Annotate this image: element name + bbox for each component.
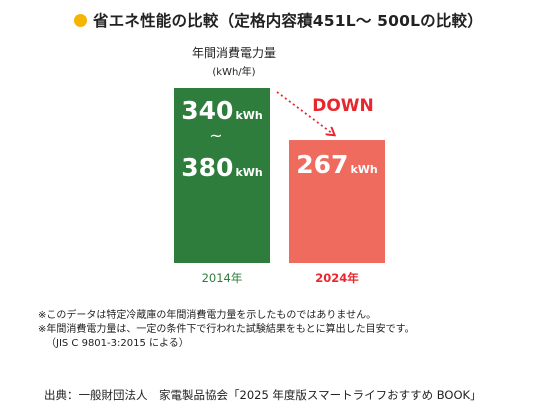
- bar-2014-range-separator: ~: [209, 126, 222, 145]
- y-axis-unit: (kWh/年): [212, 67, 256, 78]
- bar-2024-value-label: 267 kWh: [296, 150, 377, 179]
- note-1: ※このデータは特定冷蔵庫の年間消費電力量を示したものではありません。: [38, 310, 377, 321]
- title-row: 省エネ性能の比較（定格内容積451L～ 500Lの比較）: [74, 9, 483, 31]
- chart-title: 省エネ性能の比較（定格内容積451L～ 500Lの比較）: [93, 12, 483, 30]
- x-tick-label-1: 2024年: [315, 271, 359, 285]
- down-arrow: [276, 91, 333, 134]
- source-citation: 出典：一般財団法人 家電製品協会「2025 年度版スマートライフおすすめ BOO…: [44, 388, 482, 402]
- bar-2014-min-label: 340 kWh: [181, 96, 262, 125]
- note-2: ※年間消費電力量は、一定の条件下で行われた試験結果をもとに算出した目安です。: [38, 324, 415, 335]
- y-axis-label: 年間消費電力量: [191, 46, 276, 60]
- note-3: （JIS C 9801-3:2015 による）: [46, 338, 189, 349]
- bar-2014-max-label: 380 kWh: [181, 153, 262, 182]
- bar-2014: [174, 88, 270, 263]
- bar-2024: [289, 140, 385, 263]
- bullet-dot-icon: [74, 13, 87, 27]
- down-annotation: DOWN: [312, 96, 374, 116]
- x-tick-label-0: 2014年: [202, 271, 243, 285]
